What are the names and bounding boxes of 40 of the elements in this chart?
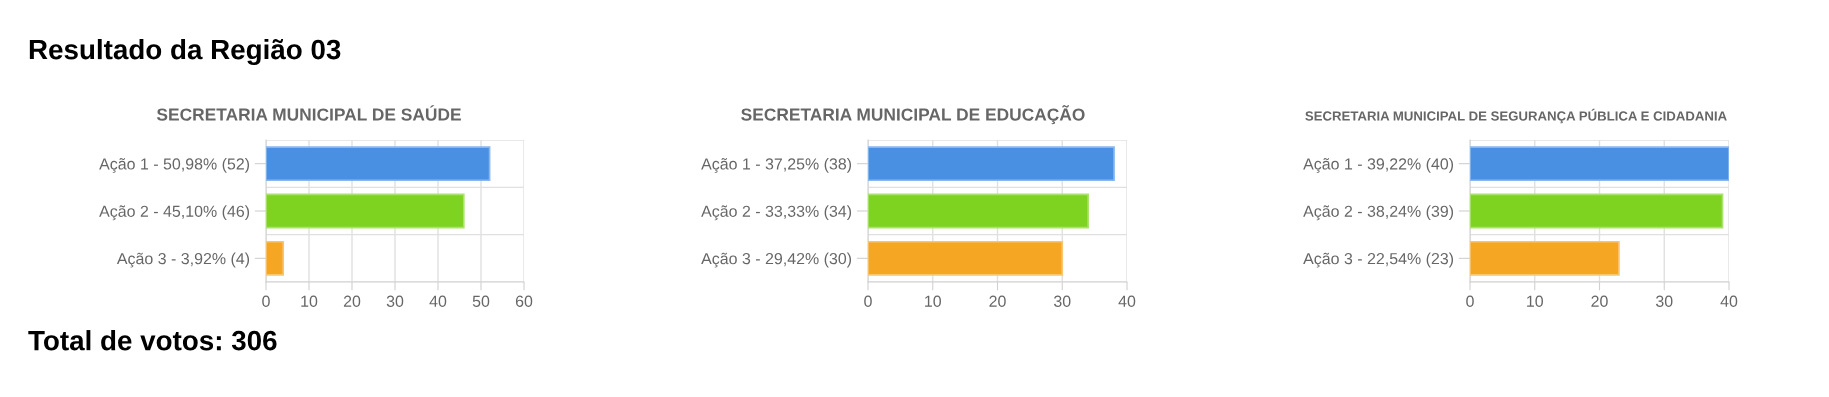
x-tick-label: 40 bbox=[1720, 295, 1738, 307]
y-tick-label: Ação 2 - 45,10% (46) bbox=[99, 205, 250, 221]
chart-title: SECRETARIA MUNICIPAL DE SAÚDE bbox=[156, 105, 461, 121]
text: Resultado da Região 03 bbox=[29, 38, 341, 66]
bar bbox=[266, 146, 491, 182]
x-tick-label: 40 bbox=[429, 295, 447, 307]
x-tick-label: 0 bbox=[1466, 295, 1474, 307]
y-tick-label: Ação 2 - 38,24% (39) bbox=[1303, 205, 1454, 221]
x-tick-label: 10 bbox=[1527, 295, 1544, 307]
x-tick-label: 40 bbox=[1118, 295, 1136, 307]
x-tick-label: 20 bbox=[989, 295, 1006, 307]
x-tick-label: 0 bbox=[864, 295, 872, 307]
text: Total de votos: 306 bbox=[28, 330, 277, 351]
y-tick-label: Ação 1 - 50,98% (52) bbox=[99, 157, 250, 173]
y-tick-label: Ação 3 - 29,42% (30) bbox=[701, 252, 852, 268]
x-tick-label: 50 bbox=[472, 295, 490, 307]
bar bbox=[1470, 193, 1724, 229]
chart-title: SECRETARIA MUNICIPAL DE SEGURANÇA PÚBLICA E CIDADANIA bbox=[1305, 108, 1727, 124]
bar bbox=[266, 240, 285, 276]
chart-title: SECRETARIA MUNICIPAL DE EDUCAÇÃO bbox=[741, 105, 1085, 125]
x-tick-label: 30 bbox=[1053, 295, 1071, 307]
y-tick-label: Ação 3 - 22,54% (23) bbox=[1303, 252, 1454, 268]
bar bbox=[1470, 240, 1620, 276]
x-tick-label: 30 bbox=[386, 295, 404, 307]
bar bbox=[266, 193, 465, 229]
x-tick-label: 30 bbox=[1655, 295, 1673, 307]
x-tick-label: 20 bbox=[343, 295, 361, 307]
bar bbox=[868, 193, 1089, 229]
y-tick-label: Ação 1 - 39,22% (40) bbox=[1303, 157, 1454, 173]
x-tick-label: 10 bbox=[925, 295, 942, 307]
x-tick-label: 0 bbox=[262, 295, 270, 307]
y-tick-label: Ação 2 - 33,33% (34) bbox=[701, 205, 852, 221]
x-tick-label: 20 bbox=[1591, 295, 1608, 307]
bar bbox=[1470, 146, 1729, 182]
bar bbox=[868, 240, 1064, 276]
x-tick-label: 60 bbox=[515, 295, 533, 307]
bar bbox=[868, 146, 1115, 182]
y-tick-label: Ação 1 - 37,25% (38) bbox=[701, 157, 852, 173]
x-tick-label: 10 bbox=[301, 295, 318, 307]
y-tick-label: Ação 3 - 3,92% (4) bbox=[116, 252, 250, 268]
